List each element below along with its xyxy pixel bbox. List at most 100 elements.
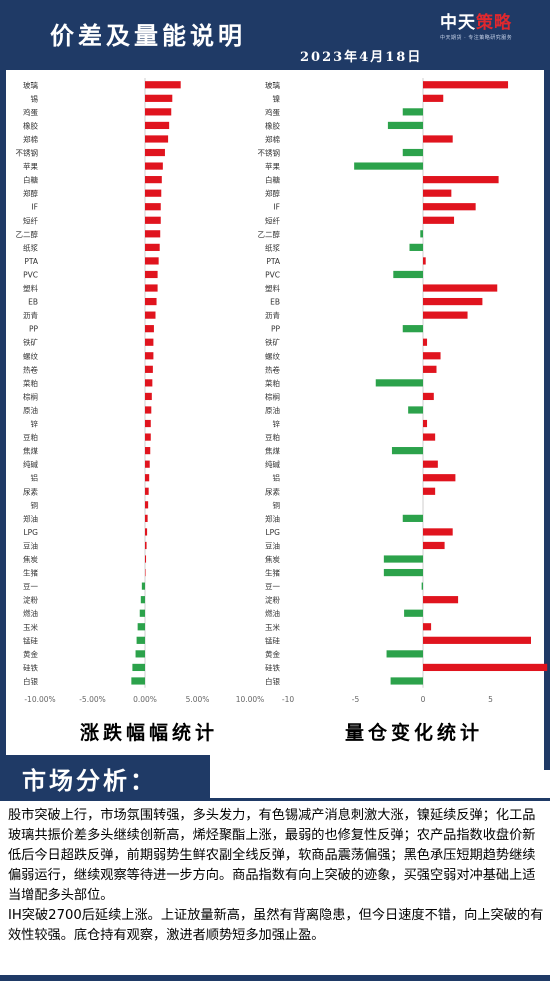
brand-logo: 中天策略 中天期货 · 专注策略研究服务 [440,8,530,44]
change-category-label: 不锈钢 [16,148,39,158]
change-bar [145,311,156,319]
volume-bar [391,447,423,455]
volume-bar [402,148,423,157]
change-bar [145,243,160,251]
volume-bar [423,623,432,631]
volume-bar [404,609,423,617]
change-tick-label: 0.00% [133,695,157,704]
change-category-label: 郑油 [23,513,38,523]
change-category-label: 纸浆 [23,242,38,252]
change-category-label: LPG [23,528,38,537]
volume-category-label: 尿素 [265,486,280,496]
section-title: 市场分析： [22,766,157,795]
volume-category-label: 原油 [265,405,280,415]
change-bar [145,379,153,387]
change-bar [145,230,161,238]
change-category-label: 豆粕 [23,432,38,442]
left-frame-bar [0,70,6,770]
change-bar [145,487,149,495]
change-category-label: 橡胶 [23,120,38,130]
change-category-label: 焦炭 [23,554,38,564]
change-bar [139,609,145,617]
change-bar [145,541,147,550]
change-category-label: 乙二醇 [16,229,39,239]
volume-bar [423,433,436,441]
left-chart-caption: 涨跌幅幅统计 [80,722,219,744]
volume-category-label: 焦炭 [265,554,280,564]
volume-category-label: 郑醇 [265,188,280,198]
volume-category-label: 棕榈 [265,391,280,401]
change-bar [145,135,169,143]
change-bar [131,677,145,685]
volume-bar [402,108,423,116]
change-bar [145,162,163,170]
volume-bar [423,338,428,346]
change-category-label: 淀粉 [23,595,38,605]
volume-bar [393,270,423,279]
change-bar [145,108,172,116]
volume-category-label: 鸡蛋 [265,107,280,117]
volume-bar [383,568,423,577]
change-category-label: 菜粕 [23,378,38,388]
change-category-label: 郑棉 [23,134,38,144]
volume-bar [423,392,434,401]
change-bar [145,365,153,373]
logo-wordmark: 中天策略 [440,13,512,33]
volume-category-label: 热卷 [265,364,280,374]
volume-category-label: IF [273,203,280,212]
change-bar [145,297,157,306]
change-category-label: 生猪 [23,568,38,578]
volume-bar [354,162,423,170]
change-bar [145,216,161,224]
change-bar [145,121,170,130]
change-bar [141,582,145,590]
volume-bar [402,514,423,522]
change-bar [145,433,151,441]
volume-category-label: 苹果 [265,161,280,171]
volume-category-label: 郑棉 [265,134,280,144]
volume-bar [423,81,509,89]
change-category-label: 白银 [23,676,38,686]
change-bar [145,392,152,401]
volume-category-label: EB [270,298,280,307]
volume-bar [421,582,423,590]
volume-category-label: 菜粕 [265,378,280,388]
change-category-label: 硅铁 [23,662,38,672]
change-bar [145,528,148,536]
volume-category-label: 豆粕 [265,432,280,442]
volume-bar [423,528,453,536]
volume-bar [423,663,548,672]
change-category-label: 黄金 [23,649,38,659]
volume-category-label: 塑料 [265,283,280,293]
analysis-text: 股市突破上行，市场氛围转强，多头发力，有色锡减产消息刺激大涨，镍延续反弹；化工品… [8,806,544,946]
volume-category-label: PVC [265,270,280,279]
change-category-label: 热卷 [23,364,38,374]
volume-category-label: 乙二醇 [258,229,281,239]
section-divider [0,798,550,801]
change-bar [145,514,148,522]
analysis-paragraph-2: IH突破2700后延续上涨。上证放量新高，虽然有背离隐患，但今日速度不错，向上突… [8,908,544,943]
volume-bar [409,243,423,251]
logo-tagline: 中天期货 · 专注策略研究服务 [440,35,513,41]
volume-bar [386,650,423,658]
volume-bar [423,596,459,604]
volume-category-label: 纯碱 [265,459,280,469]
section-header: 市场分析： [0,755,210,799]
volume-category-label: 螺纹 [265,351,280,361]
change-bar [145,284,158,292]
volume-bar [423,203,476,211]
volume-bar [423,297,483,306]
volume-bar [423,135,453,143]
change-tick-label: 10.00% [236,695,265,704]
change-bar [145,270,158,279]
change-bar [145,338,154,346]
change-bar [145,257,159,265]
change-bar [145,189,162,197]
header-banner: 价差及量能说明 2023年4月18日 中天策略 中天期货 · 专注策略研究服务 [0,0,550,70]
volume-bar [423,216,455,224]
change-bar [140,596,145,604]
change-category-label: 铜 [31,500,39,510]
change-bar [145,325,154,333]
volume-category-label: 短纤 [265,215,280,225]
